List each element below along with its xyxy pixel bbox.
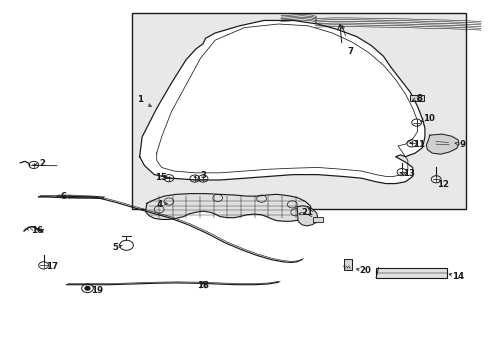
Polygon shape xyxy=(426,134,458,154)
Text: 3: 3 xyxy=(200,171,205,180)
Text: 11: 11 xyxy=(412,140,424,149)
Text: 9: 9 xyxy=(459,140,465,149)
Text: 17: 17 xyxy=(46,262,58,271)
Polygon shape xyxy=(146,194,311,221)
Text: 19: 19 xyxy=(91,286,103,295)
Bar xyxy=(344,259,351,270)
Text: 7: 7 xyxy=(347,47,353,56)
Text: 6: 6 xyxy=(60,192,66,201)
Text: 8: 8 xyxy=(415,94,421,103)
Text: 10: 10 xyxy=(422,114,434,123)
Text: 21: 21 xyxy=(300,208,312,217)
Polygon shape xyxy=(297,206,317,226)
Text: 4: 4 xyxy=(156,200,162,209)
Text: 16: 16 xyxy=(31,226,43,235)
Text: 2: 2 xyxy=(39,159,45,168)
Bar xyxy=(312,217,322,222)
Text: 1: 1 xyxy=(136,95,142,104)
Bar xyxy=(132,13,466,209)
Text: 18: 18 xyxy=(197,281,209,290)
Text: 15: 15 xyxy=(154,173,166,182)
Text: 13: 13 xyxy=(403,169,414,178)
Polygon shape xyxy=(140,21,424,184)
Text: 12: 12 xyxy=(437,180,448,189)
Circle shape xyxy=(85,287,90,290)
Bar xyxy=(409,95,423,101)
Text: 5: 5 xyxy=(112,243,118,252)
Text: 14: 14 xyxy=(451,271,463,280)
Text: 20: 20 xyxy=(359,266,370,275)
Bar xyxy=(375,267,446,278)
